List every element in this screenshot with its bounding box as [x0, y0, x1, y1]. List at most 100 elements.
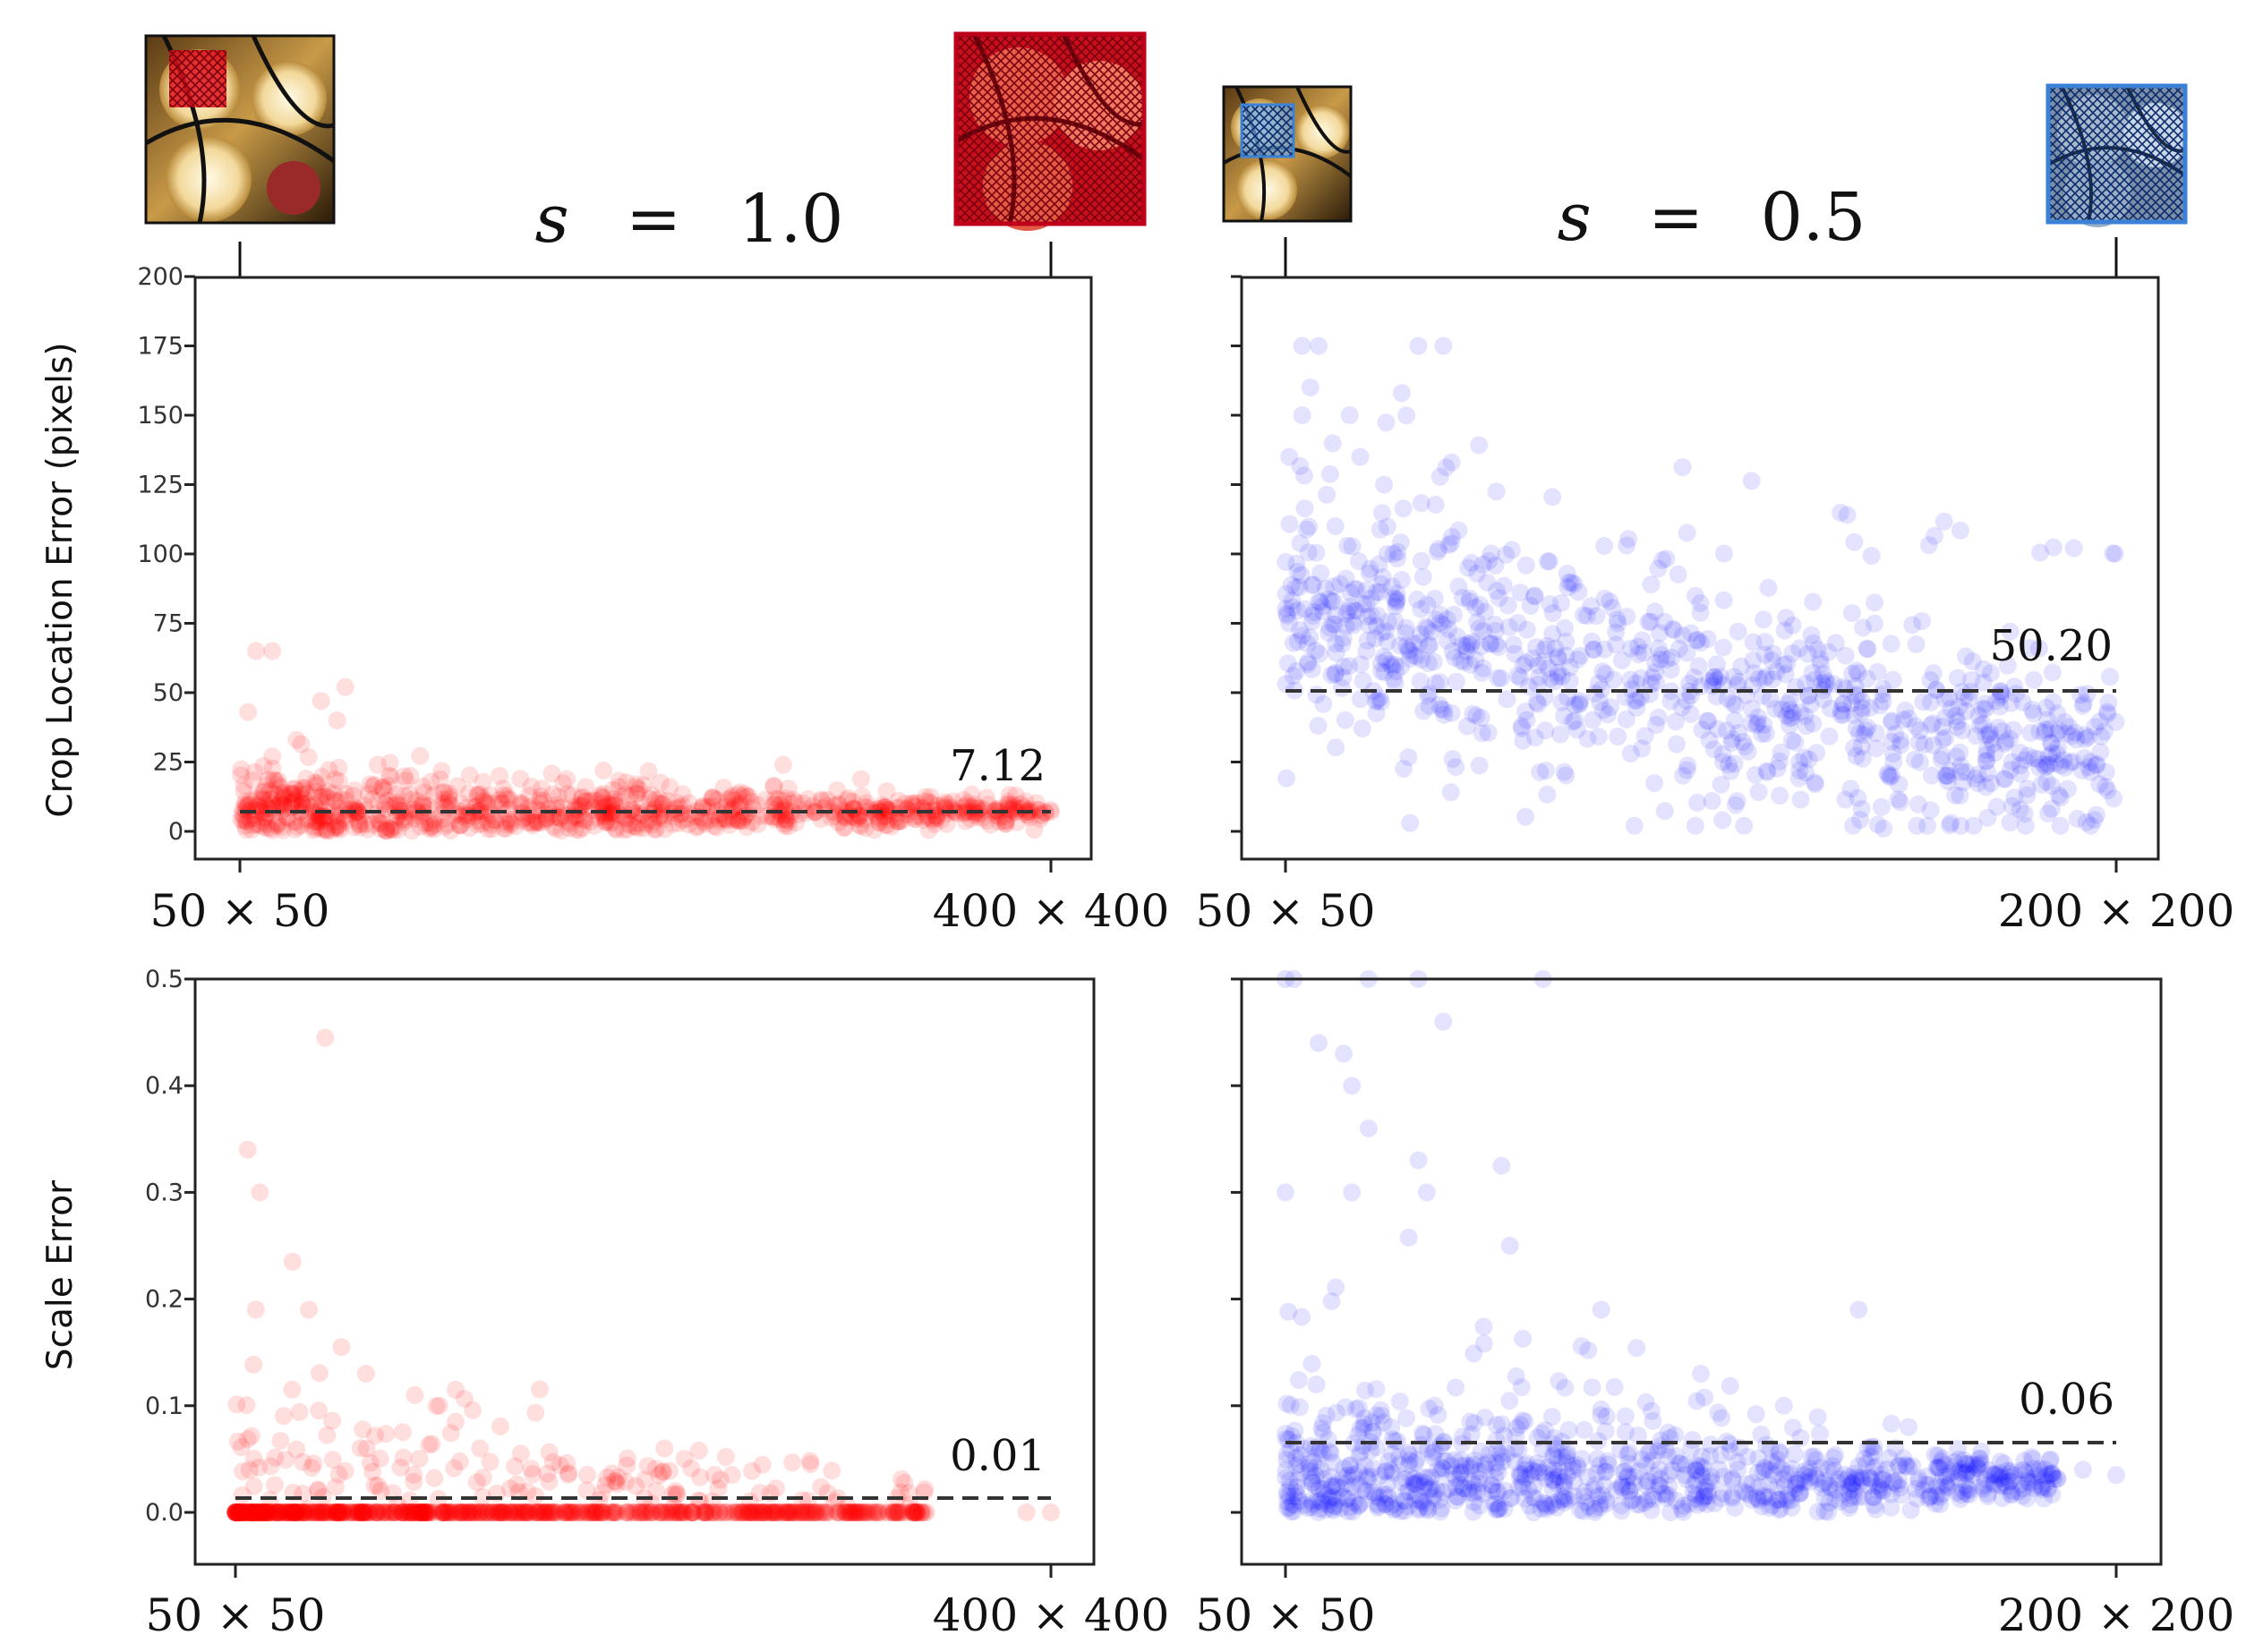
- scatter-point: [639, 811, 658, 830]
- scatter-point: [1645, 1466, 1664, 1485]
- scatter-point: [1408, 590, 1426, 609]
- scatter-point: [1559, 578, 1577, 597]
- scatter-point: [996, 814, 1015, 833]
- scatter-point: [1798, 644, 1817, 663]
- scatter-point: [723, 811, 742, 830]
- scatter-point: [246, 788, 265, 807]
- scatter-point: [376, 800, 395, 819]
- scatter-point: [227, 1503, 246, 1521]
- scatter-point: [375, 795, 394, 813]
- scatter-point: [1552, 693, 1571, 711]
- scatter-point: [907, 1503, 926, 1521]
- scatter-point: [490, 790, 508, 809]
- scatter-point: [1960, 689, 1978, 708]
- scatter-point: [329, 1503, 348, 1521]
- scatter-point: [924, 811, 943, 830]
- scatter-point: [747, 1503, 765, 1521]
- scatter-point: [385, 1503, 404, 1521]
- scatter-point: [1277, 604, 1296, 623]
- scatter-point: [1874, 679, 1892, 698]
- scatter-point: [889, 1503, 908, 1521]
- mean-label-scale-s05: 0.06: [2019, 1375, 2114, 1425]
- scatter-point: [297, 1503, 316, 1521]
- scatter-point: [1842, 604, 1861, 623]
- scatter-point: [311, 788, 329, 806]
- scatter-point: [850, 815, 868, 834]
- scatter-point: [778, 1503, 797, 1521]
- scatter-point: [704, 788, 722, 807]
- scatter-point: [725, 791, 743, 809]
- scatter-point: [1382, 1418, 1401, 1436]
- scatter-point: [266, 1476, 284, 1494]
- scatter-point: [276, 788, 295, 806]
- scatter-point: [228, 1503, 247, 1521]
- scatter-point: [1430, 540, 1448, 558]
- scatter-point: [1377, 651, 1396, 669]
- scatter-point: [927, 801, 945, 820]
- scatter-point: [2075, 726, 2094, 745]
- scatter-point: [370, 813, 389, 832]
- xlabel-scale-s05-end: 200 × 200: [1998, 1589, 2235, 1641]
- panel-scale-error-s05: 0.06: [1231, 970, 2163, 1578]
- scatter-point: [1882, 1414, 1900, 1433]
- scatter-point: [553, 804, 572, 822]
- scatter-point: [253, 1503, 272, 1521]
- scatter-point: [903, 802, 922, 821]
- scatter-point: [779, 1503, 798, 1521]
- scatter-point: [282, 1503, 301, 1521]
- scatter-point: [628, 785, 647, 803]
- scatter-point: [1605, 1377, 1624, 1396]
- scatter-point: [273, 784, 292, 803]
- scatter-point: [569, 821, 588, 839]
- scatter-point: [380, 766, 398, 785]
- scatter-point: [1673, 626, 1692, 645]
- scatter-point: [323, 1451, 342, 1469]
- scatter-point: [1524, 649, 1541, 668]
- scatter-point: [329, 772, 348, 790]
- scatter-point: [349, 803, 368, 822]
- scatter-point: [337, 791, 355, 810]
- scatter-point: [1713, 745, 1732, 763]
- scatter-point: [2063, 752, 2082, 771]
- scatter-point: [1892, 731, 1910, 750]
- scatter-point: [548, 1503, 567, 1521]
- scatter-point: [1763, 651, 1781, 669]
- scatter-point: [314, 784, 333, 803]
- scatter-point: [787, 813, 806, 832]
- scatter-point: [759, 1503, 778, 1521]
- scatter-point: [441, 1424, 460, 1443]
- scatter-point: [1552, 667, 1571, 685]
- scatter-point: [547, 796, 566, 814]
- scatter-point: [1645, 663, 1664, 682]
- xlabel-crop-s1-end: 400 × 400: [933, 885, 1170, 937]
- scatter-point: [353, 1503, 371, 1521]
- scatter-point: [1982, 729, 2001, 748]
- scatter-point: [2055, 758, 2074, 777]
- mean-label-crop-s1: 7.12: [950, 741, 1046, 791]
- scatter-point: [412, 1503, 431, 1521]
- scatter-point: [1910, 721, 1929, 740]
- scatter-point: [1310, 592, 1328, 610]
- scatter-point: [1590, 674, 1608, 693]
- scatter-point: [630, 1503, 649, 1521]
- scatter-point: [273, 817, 291, 836]
- scatter-point: [329, 1503, 347, 1521]
- scatter-point: [532, 813, 551, 832]
- scatter-point: [236, 816, 254, 835]
- scatter-point: [651, 773, 670, 792]
- scatter-point: [1801, 695, 1820, 714]
- scatter-point: [1883, 670, 1902, 689]
- scatter-point: [1713, 753, 1732, 771]
- scatter-point: [559, 812, 577, 830]
- scatter-point: [1360, 564, 1379, 583]
- scatter-point: [1861, 698, 1879, 717]
- scatter-point: [1704, 740, 1723, 759]
- scatter-point: [269, 795, 288, 813]
- scatter-point: [1277, 1429, 1295, 1448]
- scatter-point: [1894, 711, 1913, 729]
- scatter-point: [1346, 1400, 1365, 1418]
- scatter-point: [1577, 607, 1596, 626]
- scatter-point: [1742, 713, 1761, 732]
- scatter-point: [460, 1503, 478, 1521]
- scatter-point: [1781, 709, 1799, 728]
